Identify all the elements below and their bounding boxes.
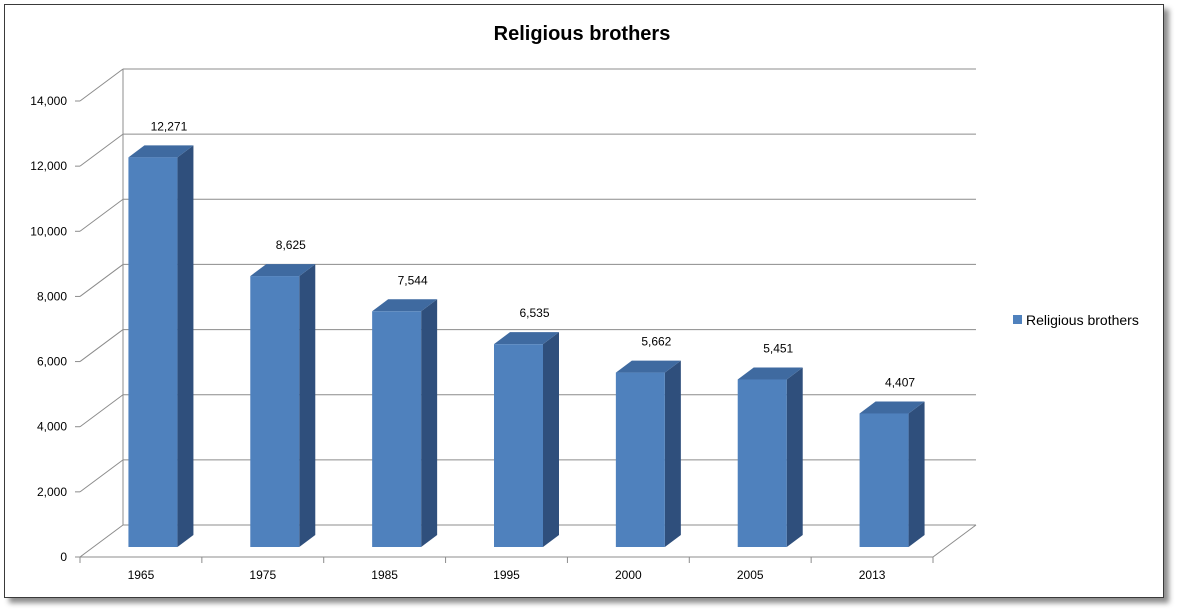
floor-right-edge: [932, 524, 977, 558]
bar: [615, 360, 681, 547]
y-tick-label: 10,000: [30, 224, 67, 238]
data-label: 5,662: [641, 335, 671, 349]
bar-top: [250, 264, 316, 277]
gridline-side: [79, 459, 124, 493]
bar: [737, 367, 803, 547]
bar-side: [177, 145, 194, 548]
bar-top: [615, 360, 681, 373]
bar-front: [128, 157, 178, 548]
gridline-side: [79, 133, 124, 167]
gridline-side: [79, 198, 124, 232]
x-tick-label: 1995: [493, 568, 520, 582]
x-tick-label: 2000: [615, 568, 642, 582]
labels-layer: 12,271 8,625 7,544 6,535 5,662 5,451 4,407: [151, 119, 916, 389]
gridline-side: [79, 524, 124, 558]
bars-layer: [128, 145, 925, 548]
bar-side: [664, 360, 681, 547]
x-tick-label: 1975: [249, 568, 276, 582]
bar-top: [372, 299, 438, 312]
gridline-side: [79, 329, 124, 362]
legend-swatch: [1013, 315, 1022, 324]
bar-top: [128, 145, 194, 158]
data-label: 12,271: [151, 119, 188, 133]
legend: Religious brothers: [1013, 312, 1139, 328]
bar-side: [786, 367, 803, 547]
axis-layer: 0 2,000 4,000 6,000 8,000 10,000 12,000 14,000 1…: [30, 94, 977, 582]
bar: [494, 332, 559, 547]
y-tick-label: 0: [60, 550, 67, 564]
y-tick-label: 14,000: [30, 94, 67, 108]
bar-front: [859, 413, 909, 547]
bar: [128, 145, 194, 548]
data-label: 4,407: [885, 375, 915, 389]
bar-side: [299, 264, 316, 547]
x-tick-label: 2005: [737, 568, 764, 582]
bar-side: [421, 299, 438, 547]
bar-front: [372, 311, 422, 547]
bar: [372, 299, 438, 547]
chart-frame: [4, 4, 1164, 598]
bar: [250, 264, 316, 547]
bar-front: [250, 276, 300, 547]
y-tick-label: 4,000: [37, 420, 67, 434]
y-tick-label: 8,000: [37, 289, 67, 303]
gridline-side: [79, 394, 124, 428]
bar-side: [543, 332, 559, 547]
legend-label: Religious brothers: [1026, 312, 1139, 328]
data-label: 8,625: [276, 238, 306, 252]
bar: [859, 401, 925, 547]
chart-title: Religious brothers: [494, 23, 671, 45]
bar-top: [494, 332, 559, 345]
data-label: 5,451: [763, 341, 793, 355]
x-tick-label: 1985: [371, 568, 398, 582]
bar-top: [737, 367, 803, 380]
bar-top: [859, 401, 925, 414]
bar-front: [737, 379, 787, 547]
x-tick-label: 2013: [859, 568, 886, 582]
y-tick-label: 2,000: [37, 485, 67, 499]
x-tick-label: 1965: [128, 568, 155, 582]
data-label: 6,535: [519, 306, 549, 320]
bar-front: [494, 344, 543, 547]
y-tick-label: 12,000: [30, 159, 67, 173]
data-label: 7,544: [398, 273, 428, 287]
bar-front: [615, 372, 665, 547]
y-tick-label: 6,000: [37, 355, 67, 369]
gridline-side: [79, 264, 124, 297]
gridline-side: [79, 68, 124, 102]
bar-side: [908, 401, 925, 547]
